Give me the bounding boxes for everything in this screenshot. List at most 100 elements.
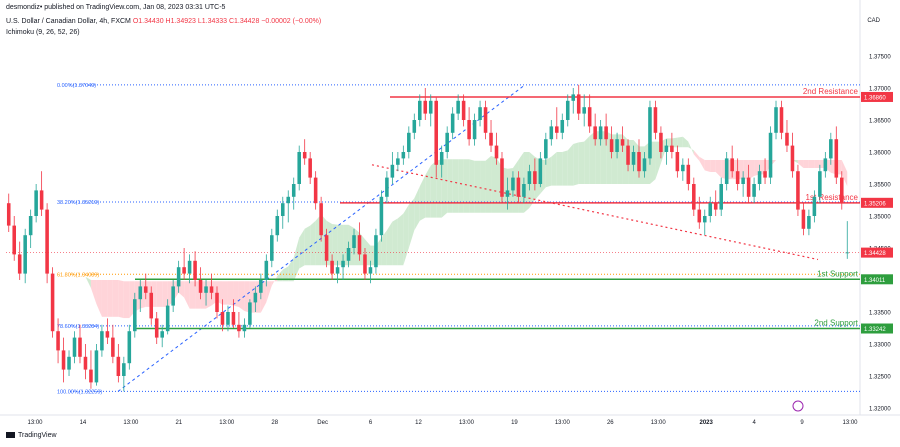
candle-body[interactable] <box>598 126 603 140</box>
candle-body[interactable] <box>352 235 356 248</box>
candle-body[interactable] <box>226 312 230 325</box>
candle-body[interactable] <box>713 203 718 210</box>
candle-body[interactable] <box>779 107 784 133</box>
candle-body[interactable] <box>308 158 312 178</box>
candle-body[interactable] <box>659 132 663 152</box>
tradingview-logo[interactable]: TradingView <box>6 432 57 439</box>
candle-body[interactable] <box>12 225 17 255</box>
candle-body[interactable] <box>708 203 713 216</box>
candle-body[interactable] <box>396 158 400 165</box>
candle-body[interactable] <box>724 158 729 184</box>
candle-body[interactable] <box>61 350 66 370</box>
candle-body[interactable] <box>576 94 581 114</box>
candle-body[interactable] <box>538 158 543 184</box>
candle-body[interactable] <box>560 120 565 133</box>
candle-body[interactable] <box>494 145 499 159</box>
candle-body[interactable] <box>522 184 526 197</box>
candle-body[interactable] <box>845 252 850 254</box>
candle-body[interactable] <box>116 356 121 376</box>
candle-body[interactable] <box>752 184 756 197</box>
candle-body[interactable] <box>160 331 164 338</box>
candle-body[interactable] <box>823 158 828 172</box>
candle-body[interactable] <box>407 132 411 152</box>
candle-body[interactable] <box>374 235 378 268</box>
candle-body[interactable] <box>796 171 800 210</box>
candle-body[interactable] <box>730 158 734 172</box>
candle-body[interactable] <box>763 171 767 178</box>
candle-body[interactable] <box>741 177 745 184</box>
candle-body[interactable] <box>165 305 170 332</box>
candle-body[interactable] <box>105 331 110 338</box>
candle-body[interactable] <box>609 139 614 152</box>
symbol-name[interactable]: U.S. Dollar / Canadian Dollar, 4h, FXCM <box>6 18 131 25</box>
candle-body[interactable] <box>187 260 192 274</box>
candle-body[interactable] <box>675 152 680 172</box>
candle-body[interactable] <box>209 286 214 293</box>
candle-body[interactable] <box>6 203 11 226</box>
candle-body[interactable] <box>450 113 455 133</box>
candle-body[interactable] <box>346 248 351 261</box>
candle-body[interactable] <box>122 363 126 376</box>
candle-body[interactable] <box>801 209 806 229</box>
candle-body[interactable] <box>34 190 38 216</box>
candle-body[interactable] <box>67 356 71 370</box>
candle-body[interactable] <box>417 100 422 120</box>
candle-body[interactable] <box>253 292 258 303</box>
candle-body[interactable] <box>467 120 471 140</box>
candle-body[interactable] <box>697 209 702 223</box>
candle-body[interactable] <box>637 152 641 172</box>
candle-body[interactable] <box>193 260 197 280</box>
candle-body[interactable] <box>204 286 208 293</box>
candle-body[interactable] <box>302 152 307 159</box>
candle-body[interactable] <box>313 177 318 204</box>
candle-body[interactable] <box>735 171 740 184</box>
candle-body[interactable] <box>259 280 263 293</box>
candle-body[interactable] <box>428 100 433 114</box>
candle-body[interactable] <box>746 177 751 197</box>
candle-body[interactable] <box>648 107 652 159</box>
candle-body[interactable] <box>719 184 723 210</box>
candle-body[interactable] <box>456 100 460 114</box>
candle-body[interactable] <box>445 132 449 152</box>
candle-body[interactable] <box>401 152 406 159</box>
candle-body[interactable] <box>215 292 219 312</box>
candle-body[interactable] <box>220 312 225 325</box>
candle-body[interactable] <box>642 158 647 172</box>
candle-body[interactable] <box>275 216 280 236</box>
candle-body[interactable] <box>149 292 154 319</box>
candle-body[interactable] <box>390 164 395 178</box>
candle-body[interactable] <box>439 152 444 165</box>
candle-body[interactable] <box>231 312 236 325</box>
candle-body[interactable] <box>527 171 532 184</box>
candle-body[interactable] <box>839 177 844 204</box>
candle-body[interactable] <box>357 235 362 255</box>
candle-body[interactable] <box>544 139 548 159</box>
candle-body[interactable] <box>286 196 291 204</box>
candle-body[interactable] <box>489 132 493 146</box>
candle-body[interactable] <box>23 235 27 274</box>
candle-body[interactable] <box>511 177 515 191</box>
candle-body[interactable] <box>626 145 630 165</box>
candle-body[interactable] <box>829 139 833 159</box>
candle-body[interactable] <box>83 356 88 370</box>
candle-body[interactable] <box>242 324 247 332</box>
candle-body[interactable] <box>692 184 696 210</box>
candle-body[interactable] <box>56 331 60 351</box>
candle-body[interactable] <box>834 139 839 178</box>
candle-body[interactable] <box>790 145 795 172</box>
candle-body[interactable] <box>565 100 570 120</box>
candle-body[interactable] <box>423 100 428 114</box>
candle-body[interactable] <box>412 120 417 133</box>
candle-body[interactable] <box>768 132 773 178</box>
candle-body[interactable] <box>555 126 559 133</box>
candle-body[interactable] <box>620 139 625 146</box>
candle-body[interactable] <box>100 331 104 351</box>
candle-body[interactable] <box>571 94 576 101</box>
candle-body[interactable] <box>171 286 175 306</box>
candle-body[interactable] <box>818 171 822 197</box>
candle-body[interactable] <box>335 267 340 274</box>
candle-body[interactable] <box>28 216 33 236</box>
candle-body[interactable] <box>757 171 762 184</box>
candle-body[interactable] <box>593 126 597 140</box>
